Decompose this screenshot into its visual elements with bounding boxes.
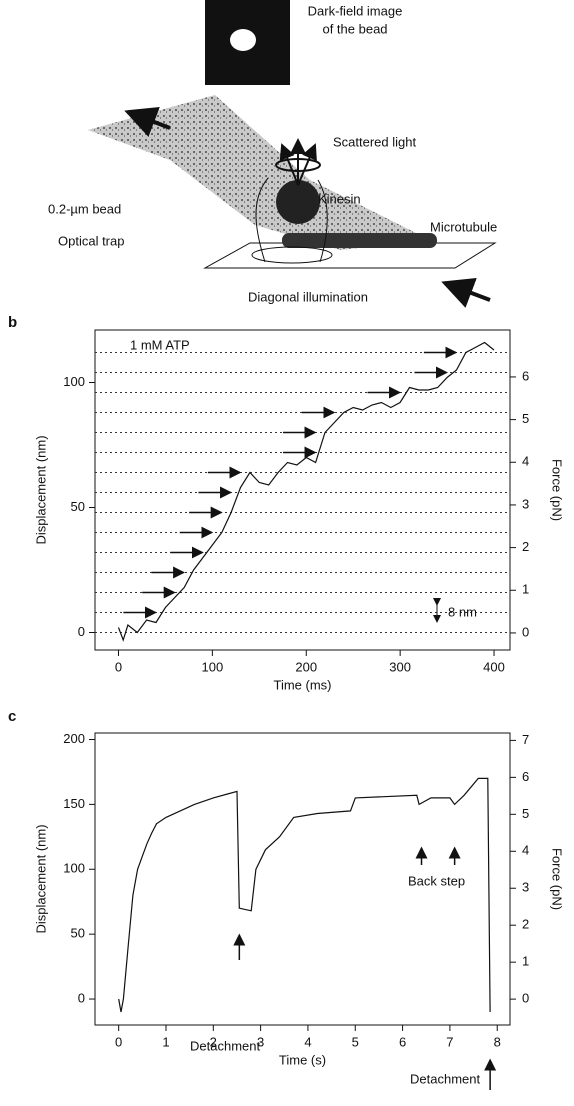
y-tick-label: 50: [71, 499, 85, 514]
label: Microtubule: [430, 219, 497, 234]
label: Optical trap: [58, 233, 124, 248]
y2-tick-label: 5: [522, 411, 529, 426]
label: Scattered light: [333, 134, 416, 149]
y2-tick-label: 0: [522, 991, 529, 1006]
plot-frame: [94, 732, 511, 1026]
y-axis-title: Displacement (nm): [33, 824, 48, 933]
y2-tick-label: 2: [522, 917, 529, 932]
light-beam: [88, 95, 430, 250]
y2-tick-label: 0: [522, 624, 529, 639]
y2-tick-label: 2: [522, 539, 529, 554]
annotation: Detachment: [190, 1038, 260, 1053]
label: Diagonal illumination: [248, 289, 368, 304]
x-tick-label: 7: [446, 1034, 453, 1049]
bead-image: [230, 29, 256, 51]
y2-tick-label: 3: [522, 496, 529, 511]
x-tick-label: 300: [389, 659, 411, 674]
plot-frame: [94, 329, 511, 651]
x-tick-label: 400: [483, 659, 505, 674]
x-tick-label: 5: [352, 1034, 359, 1049]
x-tick-label: 8: [494, 1034, 501, 1049]
y-axis-title: Displacement (nm): [33, 435, 48, 544]
y-tick-label: 0: [78, 624, 85, 639]
x-tick-label: 100: [202, 659, 224, 674]
x-tick-label: 4: [304, 1034, 311, 1049]
panel-label: b: [8, 314, 17, 331]
trace: [118, 777, 491, 1013]
scattered-arrows: [275, 138, 321, 186]
y-tick-label: 50: [71, 926, 85, 941]
y2-tick-label: 7: [522, 732, 529, 747]
x-tick-label: 200: [295, 659, 317, 674]
annotation: 1 mM ATP: [130, 337, 190, 352]
y2-tick-label: 6: [522, 769, 529, 784]
glass-plane: [203, 242, 497, 269]
y-tick-label: 100: [63, 374, 85, 389]
x-axis-title: Time (ms): [273, 677, 331, 692]
panel-label: c: [8, 708, 16, 725]
y2-tick-label: 6: [522, 368, 529, 383]
y2-tick-label: 1: [522, 582, 529, 597]
x-tick-label: 1: [162, 1034, 169, 1049]
y2-tick-label: 1: [522, 954, 529, 969]
trap-focus: [251, 246, 333, 264]
y2-tick-label: 5: [522, 806, 529, 821]
y-tick-label: 0: [78, 990, 85, 1005]
y-tick-label: 200: [63, 731, 85, 746]
bead: [276, 180, 320, 224]
y2-axis-title: Force (pN): [550, 459, 565, 521]
annotation: Back step: [408, 873, 465, 888]
x-tick-label: 3: [257, 1034, 264, 1049]
illumination-arrow: [441, 277, 491, 308]
y2-axis-title: Force (pN): [550, 848, 565, 910]
y-tick-label: 100: [63, 861, 85, 876]
label: Kinesin: [318, 191, 361, 206]
y2-tick-label: 3: [522, 880, 529, 895]
label: Dark-field image: [308, 3, 403, 18]
annotation: 8 nm: [448, 604, 477, 619]
microtubule: [282, 233, 437, 248]
annotation: Detachment: [410, 1071, 480, 1086]
label: of the bead: [322, 21, 387, 36]
x-tick-label: 2: [210, 1034, 217, 1049]
diagram: Dark-field image of the bead Scattered l…: [48, 0, 497, 308]
label: 0.2-µm bead: [48, 201, 121, 216]
x-tick-label: 0: [115, 1034, 122, 1049]
optical-trap: [255, 177, 328, 263]
x-axis-title: Time (s): [279, 1052, 326, 1067]
exit-arrow: [124, 107, 171, 137]
x-tick-label: 0: [115, 659, 122, 674]
y-tick-label: 150: [63, 796, 85, 811]
y2-tick-label: 4: [522, 843, 529, 858]
trace: [117, 341, 495, 642]
x-tick-label: 6: [399, 1034, 406, 1049]
y2-tick-label: 4: [522, 454, 529, 469]
